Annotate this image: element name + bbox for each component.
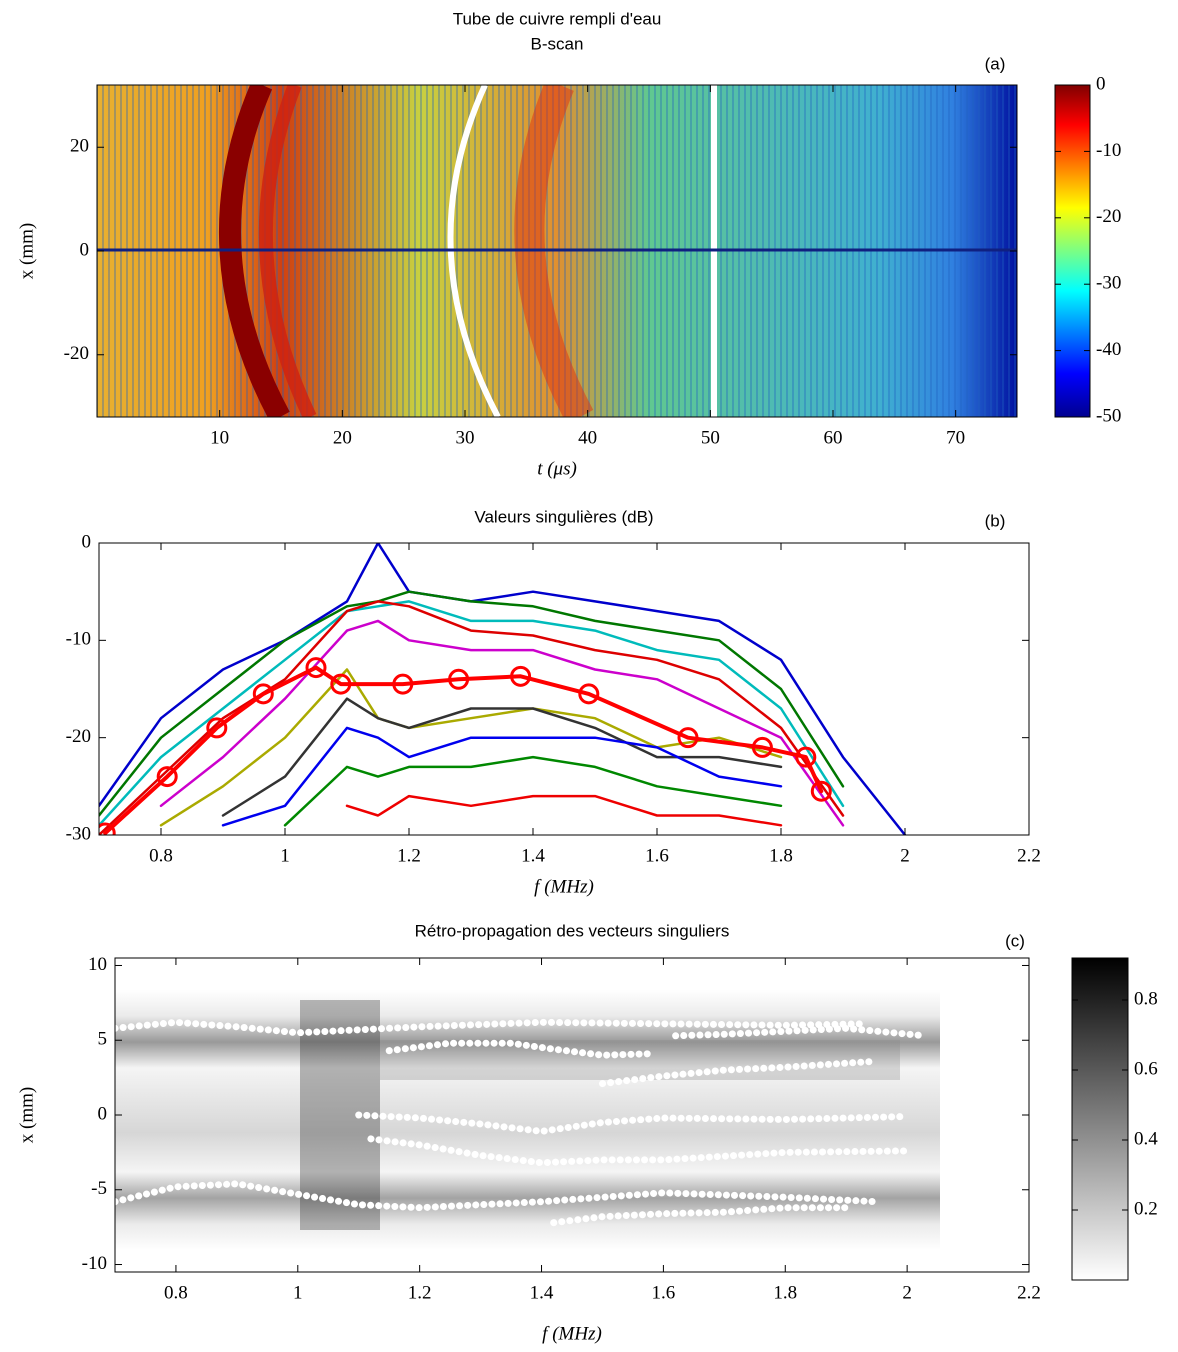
x-tick-label: 60 [824, 427, 843, 448]
y-axis-label: x (mm) [16, 223, 37, 279]
x-tick-label: 0.8 [164, 1282, 188, 1303]
track [550, 1204, 850, 1227]
line [221, 726, 783, 827]
marker [795, 746, 817, 768]
y-tick-label: 5 [98, 1029, 108, 1050]
y-tick-label: 20 [70, 136, 89, 157]
x-tick-label: 1.8 [773, 1282, 797, 1303]
x-tick-label: 1.4 [530, 1282, 554, 1303]
line [99, 600, 845, 835]
x-tick-label: 20 [333, 427, 352, 448]
line [283, 755, 783, 827]
x-tick-label: 70 [946, 427, 965, 448]
marker [677, 727, 699, 749]
colorbar-tick-label: -40 [1096, 339, 1121, 360]
x-tick-label: 1.6 [645, 845, 669, 866]
x-tick-label: 1 [280, 845, 290, 866]
y-tick-label: 0 [80, 239, 90, 260]
marker [99, 822, 116, 835]
panel-label: (c) [1005, 931, 1025, 950]
colorbar-tick-label: 0 [1096, 73, 1106, 94]
x-axis-label: f (MHz) [542, 1323, 602, 1344]
y-tick-label: 0 [98, 1103, 108, 1124]
y-tick-label: -30 [66, 823, 91, 844]
colorbar-tick-label: -20 [1096, 206, 1121, 227]
line [103, 665, 824, 835]
y-axis-label: x (mm) [16, 1087, 37, 1143]
y-tick-label: -20 [64, 343, 89, 364]
colorbar-tick-label: -30 [1096, 273, 1121, 294]
y-tick-label: 0 [82, 531, 92, 552]
x-tick-label: 40 [578, 427, 597, 448]
x-tick-label: 1.2 [397, 845, 421, 866]
x-tick-label: 30 [456, 427, 475, 448]
x-tick-label: 1.4 [521, 845, 545, 866]
marker [156, 766, 178, 788]
colorbar-a [1054, 84, 1091, 418]
track [599, 1057, 881, 1088]
plot-frame [98, 542, 1030, 836]
colorbar-tick-label: 0.2 [1134, 1198, 1158, 1219]
colorbar-c [1071, 957, 1129, 1281]
marker [252, 683, 274, 705]
panel-a-image [97, 85, 1017, 417]
chart-title: Tube de cuivre rempli d'eau [453, 9, 662, 28]
x-axis-label: t (μs) [537, 458, 577, 479]
panel-label: (a) [985, 54, 1006, 73]
marker [751, 736, 773, 758]
line [99, 590, 845, 817]
x-tick-label: 2.2 [1017, 845, 1041, 866]
colorbar-tick-label: 0.8 [1134, 988, 1158, 1009]
y-tick-label: -5 [91, 1178, 107, 1199]
x-tick-label: 50 [701, 427, 720, 448]
x-tick-label: 1.2 [408, 1282, 432, 1303]
marker [392, 673, 414, 695]
x-tick-label: 0.8 [149, 845, 173, 866]
x-tick-label: 10 [210, 427, 229, 448]
x-tick-label: 2 [902, 1282, 912, 1303]
marker [510, 665, 532, 687]
colorbar-tick-label: -10 [1096, 140, 1121, 161]
track [672, 1024, 929, 1040]
marker [330, 673, 352, 695]
line [159, 668, 783, 827]
x-tick-label: 1.8 [769, 845, 793, 866]
y-tick-label: -10 [66, 629, 91, 650]
colorbar-tick-label: 0.4 [1134, 1128, 1158, 1149]
line [99, 600, 845, 827]
marker [305, 657, 327, 679]
y-tick-label: 10 [88, 954, 107, 975]
marker [578, 683, 600, 705]
colorbar-tick-label: -50 [1096, 405, 1121, 426]
track [385, 1039, 655, 1059]
x-tick-label: 1.6 [652, 1282, 676, 1303]
colorbar-tick-label: 0.6 [1134, 1058, 1158, 1079]
x-axis-label: f (MHz) [534, 876, 594, 897]
track [355, 1111, 911, 1135]
y-tick-label: -20 [66, 726, 91, 747]
chart-title: Rétro-propagation des vecteurs singulier… [415, 921, 730, 940]
chart-subtitle: B-scan [531, 34, 584, 53]
x-tick-label: 2 [900, 845, 910, 866]
marker [206, 717, 228, 739]
marker [448, 668, 470, 690]
track [115, 1180, 881, 1212]
chart-title: Valeurs singulières (dB) [474, 507, 653, 526]
line [345, 794, 783, 827]
track [115, 1018, 868, 1037]
line [99, 543, 907, 835]
x-tick-label: 1 [293, 1282, 303, 1303]
panel-label: (b) [985, 511, 1006, 530]
marker [810, 780, 832, 802]
track [367, 1135, 911, 1167]
y-tick-label: -10 [82, 1253, 107, 1274]
line [159, 619, 845, 827]
x-tick-label: 2.2 [1017, 1282, 1041, 1303]
line [221, 697, 783, 817]
